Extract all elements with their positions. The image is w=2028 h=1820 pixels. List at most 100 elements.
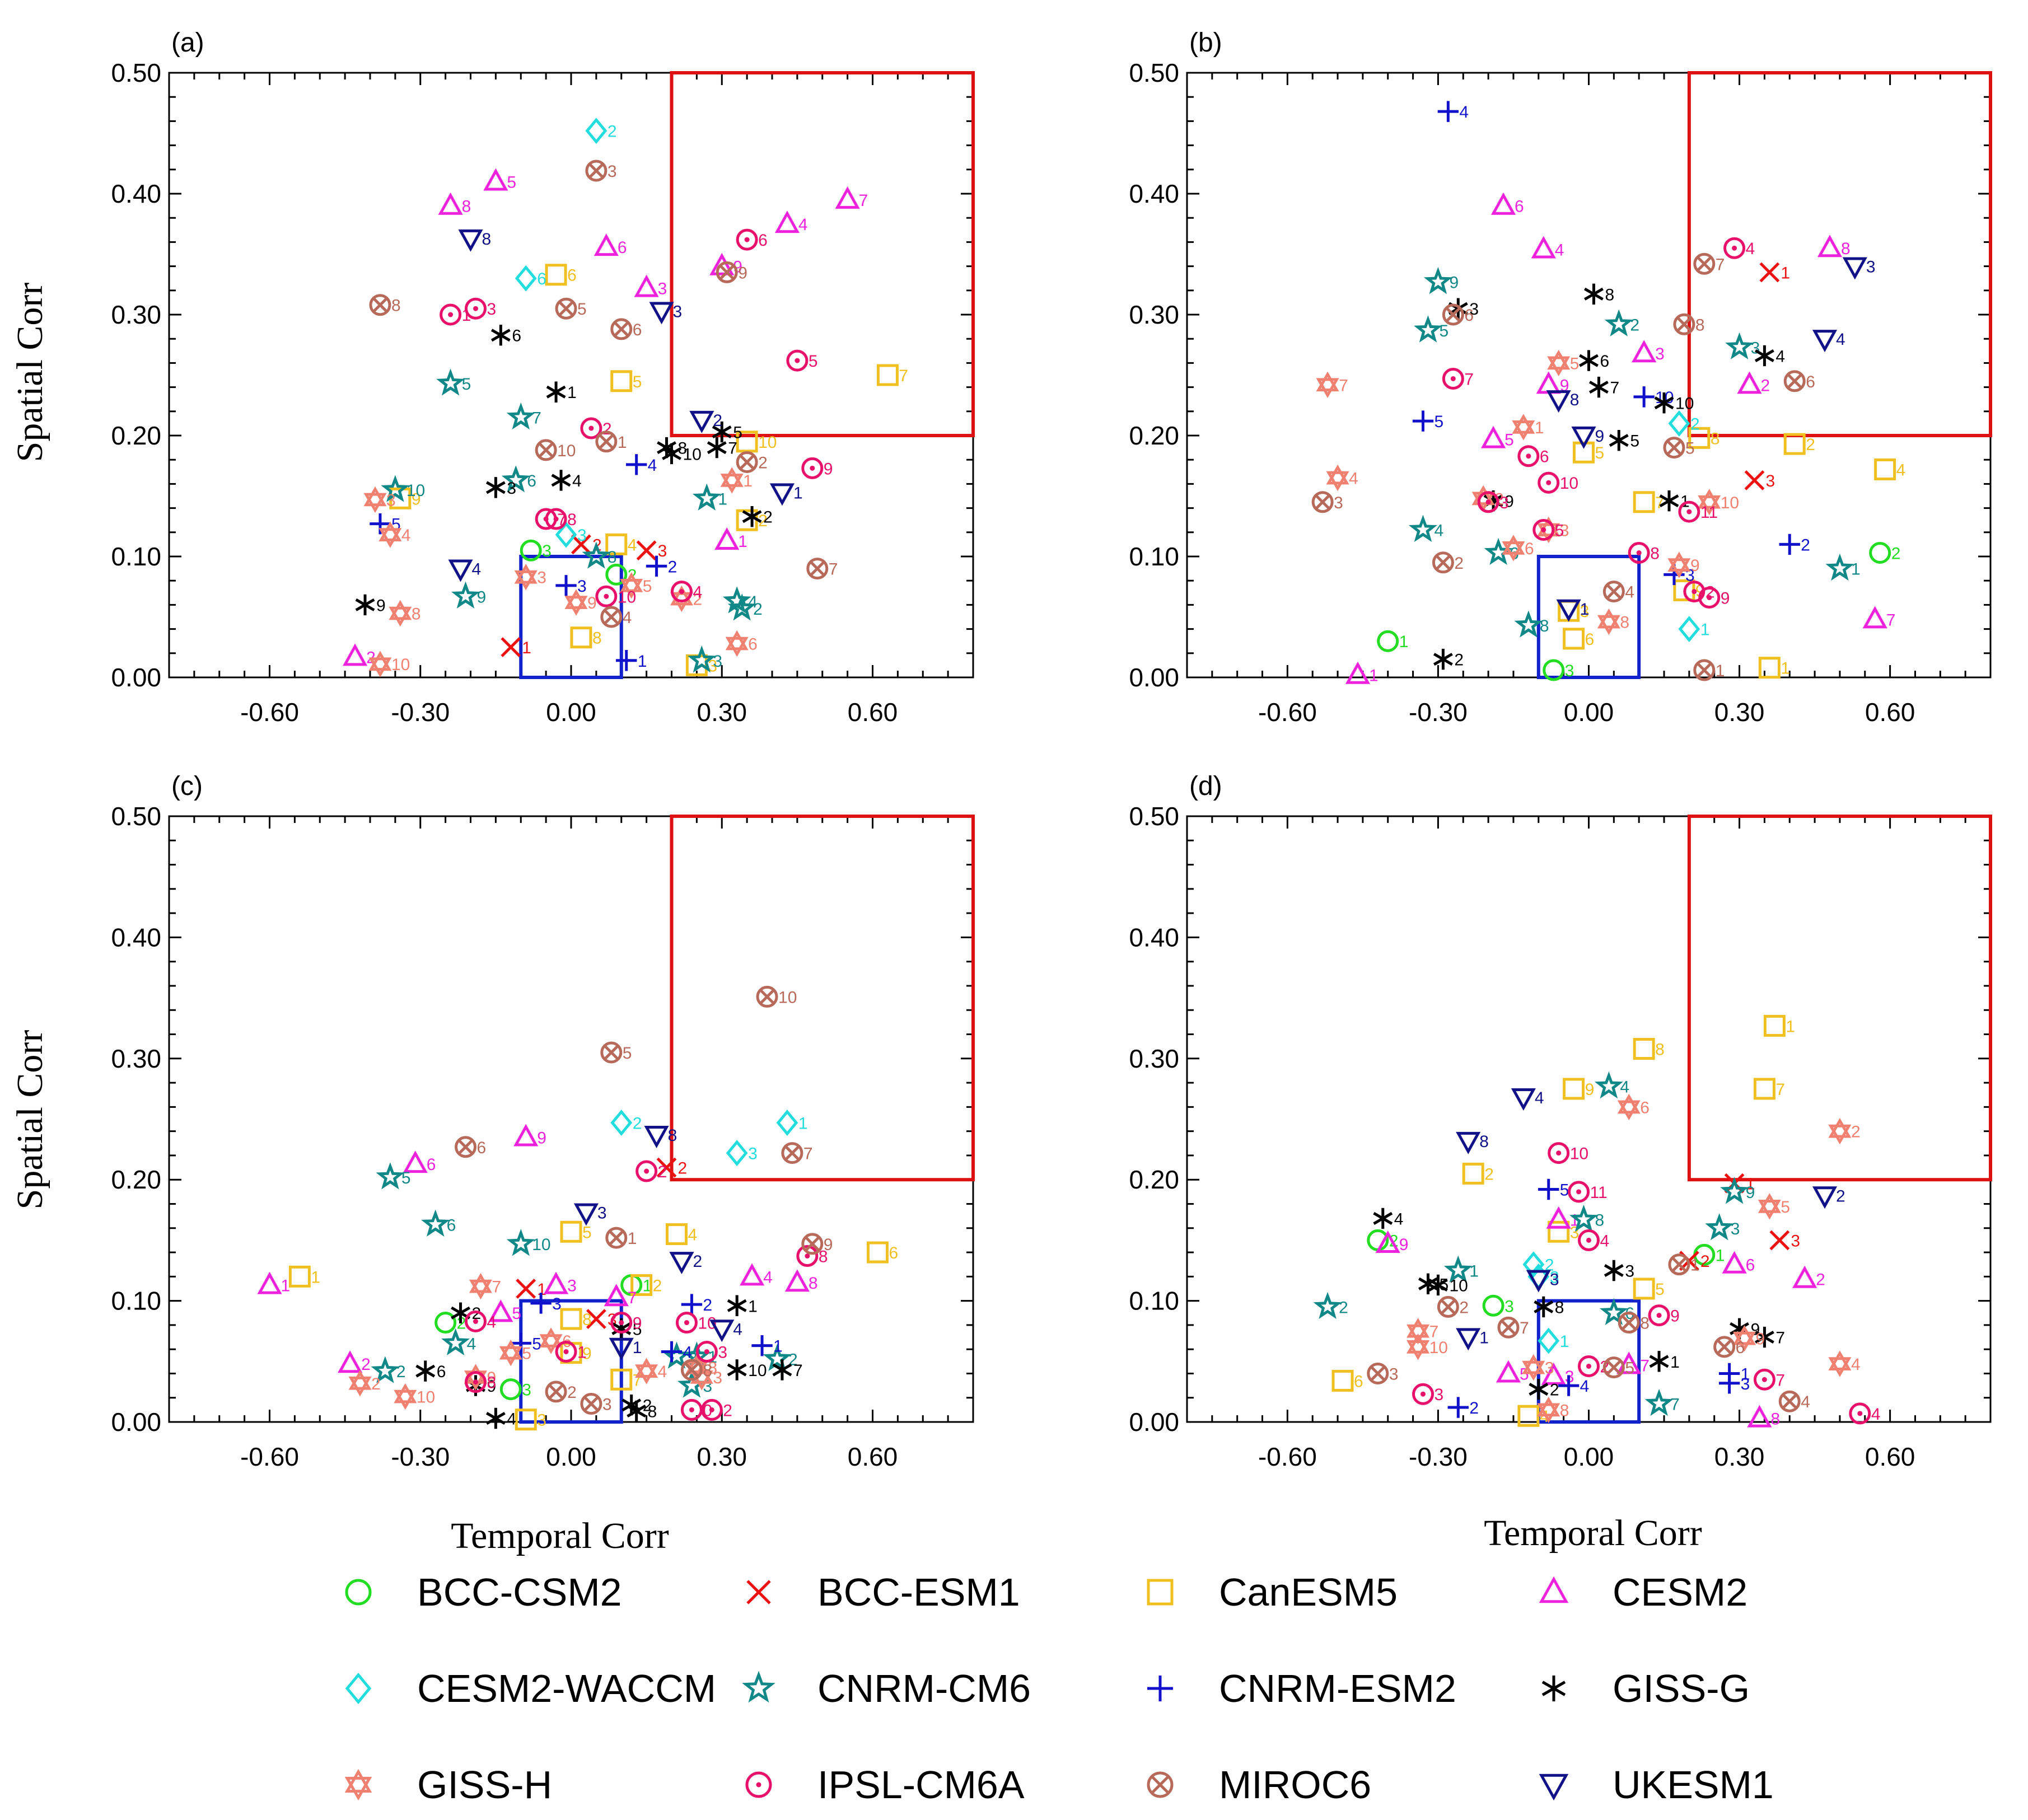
point-number-label: 9	[1449, 274, 1459, 292]
legend-label: CanESM5	[1219, 1570, 1398, 1614]
point-cesm2: 8	[1747, 1405, 1780, 1429]
point-cnrm-esm2: 4	[1437, 101, 1469, 122]
point-number-label: 9	[537, 1129, 546, 1147]
point-number-label: 3	[1469, 300, 1479, 319]
y-tick-label: 0.50	[111, 802, 161, 831]
panel-d-red-box	[1687, 815, 1992, 1182]
point-giss-g: 5	[1609, 429, 1639, 451]
point-number-label: 4	[688, 1226, 697, 1244]
point-number-label: 7	[628, 1289, 637, 1307]
point-cnrm-cm6: 3	[1705, 1213, 1740, 1241]
point-giss-h: 10	[1698, 489, 1739, 516]
point-number-label: 2	[1484, 1165, 1494, 1183]
x-axis-label-left: Temporal Corr	[451, 1515, 669, 1556]
y-tick-label: 0.30	[111, 1044, 161, 1073]
point-cesm2-waccm: 2	[1522, 1251, 1554, 1278]
point-number-label: 5	[532, 1335, 541, 1353]
point-giss-g: 6	[490, 325, 521, 346]
point-number-label: 8	[1695, 316, 1705, 334]
point-ukesm1: 2	[689, 410, 722, 433]
point-miroc6: 1	[605, 1227, 637, 1249]
y-tick-label: 0.10	[111, 1286, 161, 1316]
x-tick-label: 0.30	[697, 1442, 747, 1471]
point-canesm5: 8	[560, 1308, 592, 1330]
point-number-label: 4	[1871, 1405, 1881, 1424]
point-number-label: 10	[417, 1388, 435, 1407]
point-giss-g: 1	[1649, 1351, 1680, 1372]
legend-label: CESM2-WACCM	[417, 1667, 716, 1710]
legend-marker-plus-icon	[1147, 1675, 1174, 1702]
point-giss-h: 9	[1732, 1325, 1765, 1352]
point-cnrm-cm6: 5	[1414, 315, 1449, 343]
point-number-label: 4	[733, 1320, 742, 1339]
point-number-label: 6	[889, 1244, 898, 1262]
point-number-label: 4	[798, 216, 808, 234]
point-canesm5: 8	[1688, 427, 1720, 449]
point-ipsl-cm6a: 5	[786, 349, 818, 372]
point-cesm2: 6	[403, 1150, 436, 1174]
point-number-label: 0	[703, 1401, 712, 1420]
point-number-label: 8	[809, 1274, 818, 1293]
point-number-label: 1	[1746, 1175, 1755, 1194]
point-miroc6: 7	[781, 1142, 813, 1164]
point-number-label: 5	[1655, 1280, 1665, 1299]
point-number-label: 7	[1520, 1319, 1529, 1337]
y-tick-label: 0.10	[1129, 542, 1179, 571]
point-number-label: 8	[703, 1362, 712, 1380]
y-tick-label: 0.40	[1129, 923, 1179, 952]
point-number-label: 9	[587, 594, 597, 612]
point-number-label: 4	[1775, 347, 1785, 366]
legend-item-bcc-csm2: BCC-CSM2	[345, 1570, 622, 1614]
point-ipsl-cm6a: 9	[1698, 586, 1730, 609]
point-bcc-esm1: 1	[1759, 262, 1790, 282]
point-giss-g: 7	[1754, 1326, 1785, 1348]
point-cnrm-cm6: 2	[727, 593, 763, 621]
point-number-label: 10	[748, 1362, 767, 1380]
point-ipsl-cm6a: 10	[1538, 471, 1578, 494]
point-ukesm1: 8	[1546, 390, 1579, 413]
point-number-label: 3	[673, 303, 683, 321]
point-number-label: 10	[1449, 1276, 1468, 1295]
point-number-label: 9	[738, 264, 747, 282]
point-number-label: 2	[1801, 536, 1810, 554]
point-ipsl-cm6a: 2	[635, 1160, 667, 1182]
point-number-label: 6	[512, 327, 521, 345]
point-miroc6: 6	[1713, 1336, 1745, 1358]
y-tick-label: 0.40	[1129, 179, 1179, 208]
point-cnrm-cm6: 8	[1569, 1204, 1604, 1232]
x-tick-label: 0.00	[546, 1442, 596, 1471]
point-number-label: 2	[608, 123, 617, 141]
point-number-label: 3	[658, 542, 667, 560]
point-number-label: 1	[618, 433, 627, 452]
point-cnrm-cm6: 10	[381, 475, 425, 502]
point-number-label: 3	[708, 657, 717, 675]
point-number-label: 4	[1459, 103, 1469, 121]
point-number-label: 4	[1896, 461, 1906, 479]
point-number-label: 3	[567, 1276, 577, 1295]
point-miroc6: 1	[1693, 659, 1725, 681]
point-giss-h: 3	[514, 563, 546, 591]
legend-item-giss-h: GISS-H	[344, 1763, 552, 1807]
legend-label: GISS-G	[1613, 1667, 1750, 1710]
point-ipsl-cm6a: 1	[555, 1340, 587, 1363]
point-ipsl-cm6a: 3	[1477, 491, 1509, 513]
point-miroc6: 7	[1497, 1316, 1529, 1339]
point-number-label: 2	[1836, 1187, 1845, 1205]
x-tick-label: -0.30	[391, 1442, 450, 1471]
point-number-label: 10	[406, 481, 425, 500]
panel-c-red-box	[670, 815, 975, 1182]
y-tick-label: 0.00	[1129, 663, 1179, 692]
legend-marker-star-icon	[742, 1671, 775, 1703]
y-tick-label: 0.20	[111, 421, 161, 450]
point-number-label: 2	[1454, 651, 1464, 670]
panel-d: -0.60 -0.30 0.00 0.30 0.60 0.00 0.10 0.20 0.30 0.…	[1129, 771, 1992, 1471]
point-number-label: 5	[1685, 439, 1695, 458]
point-miroc6: 8	[1673, 313, 1705, 335]
point-cnrm-cm6: 1	[1443, 1255, 1479, 1283]
point-giss-g: 4	[485, 1407, 516, 1429]
point-number-label: 5	[1440, 322, 1449, 340]
point-number-label: 1	[1535, 419, 1544, 437]
legend-item-cnrm-esm2: CNRM-ESM2	[1147, 1667, 1456, 1710]
panel-b: -0.60 -0.30 0.00 0.30 0.60 0.00 0.10 0.20 0.30 0.…	[1129, 28, 1992, 727]
